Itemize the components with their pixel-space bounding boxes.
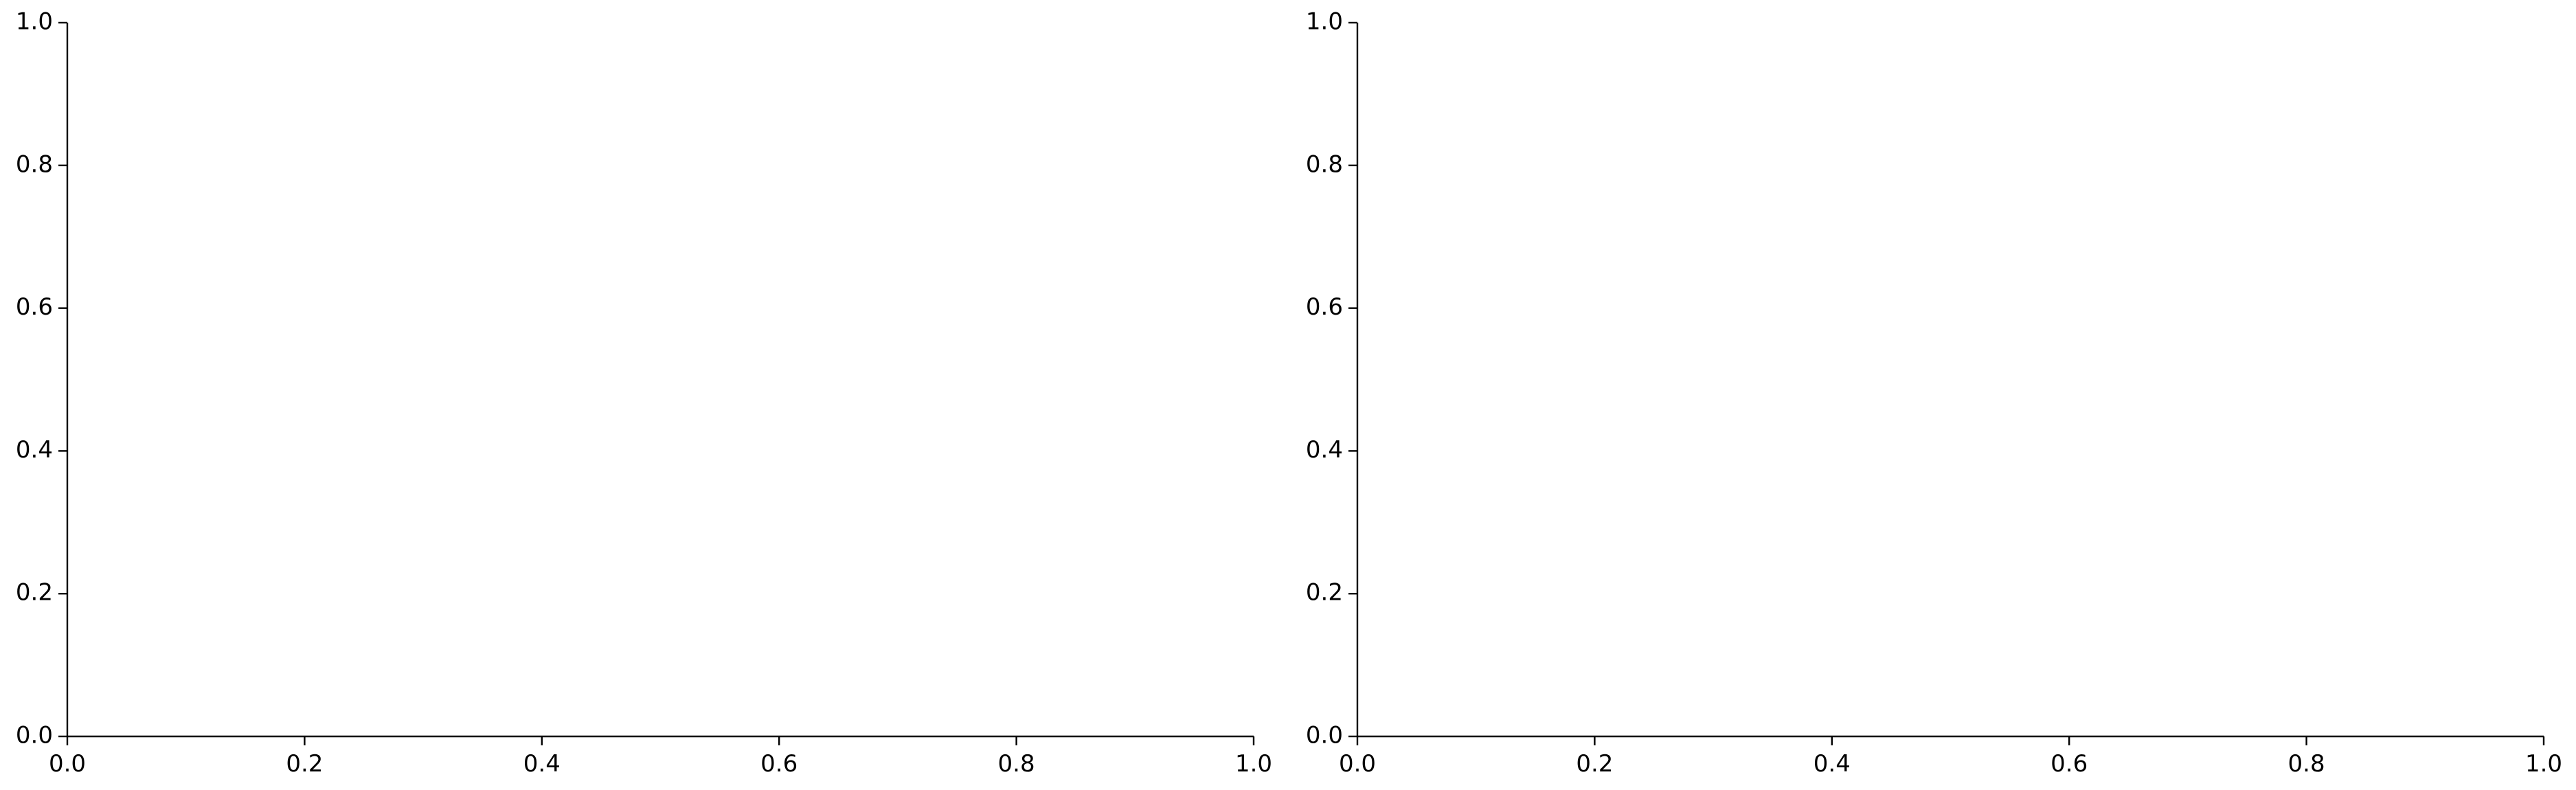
y-tick-label: 0.0 <box>16 722 53 749</box>
x-tick-label: 1.0 <box>2525 750 2562 778</box>
x-tick-label: 0.4 <box>1814 750 1851 778</box>
x-tick-label: 0.2 <box>1576 750 1613 778</box>
y-tick-label: 0.6 <box>1306 293 1343 321</box>
x-tick-label: 0.8 <box>2288 750 2325 778</box>
y-tick-label: 0.8 <box>1306 150 1343 178</box>
y-tick-label: 0.8 <box>16 150 53 178</box>
left-plot: 0.0 0.2 0.4 0.6 0.8 1.0 0.0 0.2 0.4 0.6 0.8 1.0 <box>16 8 1272 778</box>
x-tick-label: 1.0 <box>1235 750 1272 778</box>
x-tick-label: 0.2 <box>286 750 323 778</box>
x-tick-label: 0.4 <box>523 750 561 778</box>
x-tick-label: 0.0 <box>1339 750 1376 778</box>
y-tick-label: 1.0 <box>1306 8 1343 36</box>
x-tick-label: 0.6 <box>760 750 798 778</box>
y-tick-label: 0.0 <box>1306 722 1343 749</box>
y-tick-label: 0.4 <box>1306 436 1343 464</box>
y-tick-label: 0.6 <box>16 293 53 321</box>
y-tick-label: 0.2 <box>16 579 53 607</box>
x-tick-label: 0.6 <box>2050 750 2088 778</box>
right-plot: 0.0 0.2 0.4 0.6 0.8 1.0 0.0 0.2 0.4 0.6 0.8 1.0 <box>1306 8 2562 778</box>
y-tick-label: 0.2 <box>1306 579 1343 607</box>
y-tick-label: 1.0 <box>16 8 53 36</box>
x-tick-label: 0.8 <box>998 750 1035 778</box>
x-tick-label: 0.0 <box>49 750 86 778</box>
y-tick-label: 0.4 <box>16 436 53 464</box>
